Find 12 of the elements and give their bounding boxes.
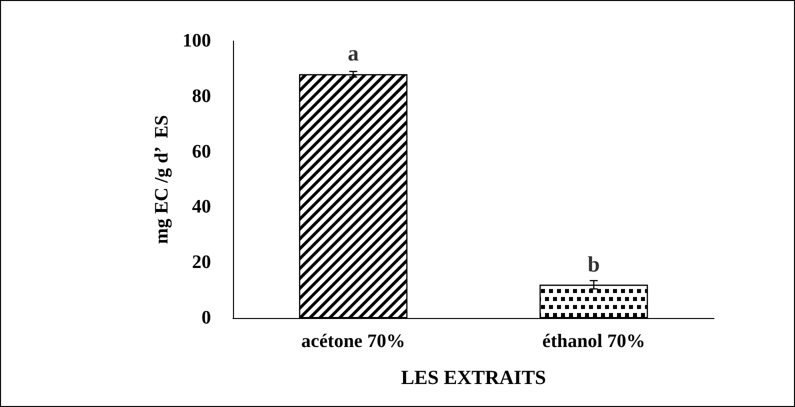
y-tick-label: 80 <box>192 86 211 107</box>
y-tick-label: 0 <box>202 308 211 328</box>
x-axis-title: LES EXTRAITS <box>400 367 546 389</box>
x-tick-label: acétone 70% <box>301 331 406 352</box>
y-axis-title: mg EC /g d’ ES <box>152 115 173 244</box>
y-tick-label: 100 <box>182 30 211 52</box>
annotation: b <box>588 251 600 276</box>
y-tick-label: 20 <box>192 252 211 274</box>
y-tick-label: 40 <box>192 196 211 218</box>
annotation: a <box>348 40 359 66</box>
y-tick-label: 60 <box>192 141 211 162</box>
x-tick-label: éthanol 70% <box>542 331 646 352</box>
